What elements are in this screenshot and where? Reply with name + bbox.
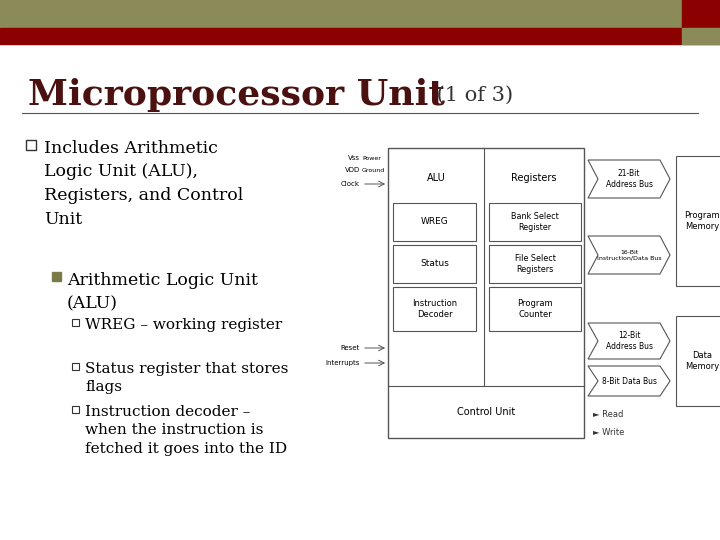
Text: Status: Status (420, 260, 449, 268)
Bar (682, 0, 720, 28)
Text: Ground: Ground (362, 167, 385, 172)
Bar (0, 28, 720, 44)
Text: Arithmetic Logic Unit
(ALU): Arithmetic Logic Unit (ALU) (67, 272, 258, 313)
Polygon shape (588, 160, 670, 198)
Text: Clock: Clock (341, 181, 360, 187)
Text: Data
Memory: Data Memory (685, 352, 719, 370)
Text: VDD: VDD (345, 167, 360, 173)
Text: WREG – working register: WREG – working register (85, 318, 282, 332)
Text: 21-Bit
Address Bus: 21-Bit Address Bus (606, 170, 652, 188)
Text: Vss: Vss (348, 155, 360, 161)
Bar (676, 156, 720, 286)
Text: 16-Bit
Instruction/Data Bus: 16-Bit Instruction/Data Bus (597, 249, 661, 260)
Text: ► Write: ► Write (593, 428, 624, 437)
Text: Registers: Registers (511, 173, 557, 183)
Text: ► Read: ► Read (593, 410, 624, 419)
Bar (52, 272, 61, 281)
Bar (676, 316, 720, 406)
Bar (489, 287, 581, 331)
Text: Control Unit: Control Unit (457, 407, 515, 417)
Text: Includes Arithmetic
Logic Unit (ALU),
Registers, and Control
Unit: Includes Arithmetic Logic Unit (ALU), Re… (44, 140, 243, 227)
Text: ALU: ALU (427, 173, 446, 183)
Text: (1 of 3): (1 of 3) (430, 85, 513, 105)
Polygon shape (588, 366, 670, 396)
Text: 8-Bit Data Bus: 8-Bit Data Bus (601, 376, 657, 386)
Bar (393, 245, 476, 283)
Bar (0, 0, 720, 28)
Text: Instruction
Decoder: Instruction Decoder (412, 299, 457, 319)
Text: 12-Bit
Address Bus: 12-Bit Address Bus (606, 332, 652, 350)
Text: Program
Memory: Program Memory (684, 211, 720, 231)
Bar (72, 363, 79, 370)
Polygon shape (588, 323, 670, 359)
Bar (682, 28, 720, 44)
Bar (72, 406, 79, 413)
Bar (393, 287, 476, 331)
Text: File Select
Registers: File Select Registers (515, 254, 555, 274)
Bar (72, 319, 79, 326)
Text: Status register that stores
flags: Status register that stores flags (85, 362, 289, 394)
Text: Reset: Reset (341, 345, 360, 351)
Bar (489, 203, 581, 241)
Polygon shape (588, 236, 670, 274)
Text: Microprocessor Unit: Microprocessor Unit (28, 78, 445, 112)
Text: Power: Power (362, 156, 381, 160)
Text: Program
Counter: Program Counter (517, 299, 553, 319)
Text: Instruction decoder –
when the instruction is
fetched it goes into the ID: Instruction decoder – when the instructi… (85, 405, 287, 456)
Text: Interrupts: Interrupts (325, 360, 360, 366)
Bar (489, 245, 581, 283)
Text: WREG: WREG (420, 218, 449, 226)
Bar (26, 140, 36, 150)
Bar (388, 148, 584, 438)
Bar (393, 203, 476, 241)
Text: Bank Select
Register: Bank Select Register (511, 212, 559, 232)
